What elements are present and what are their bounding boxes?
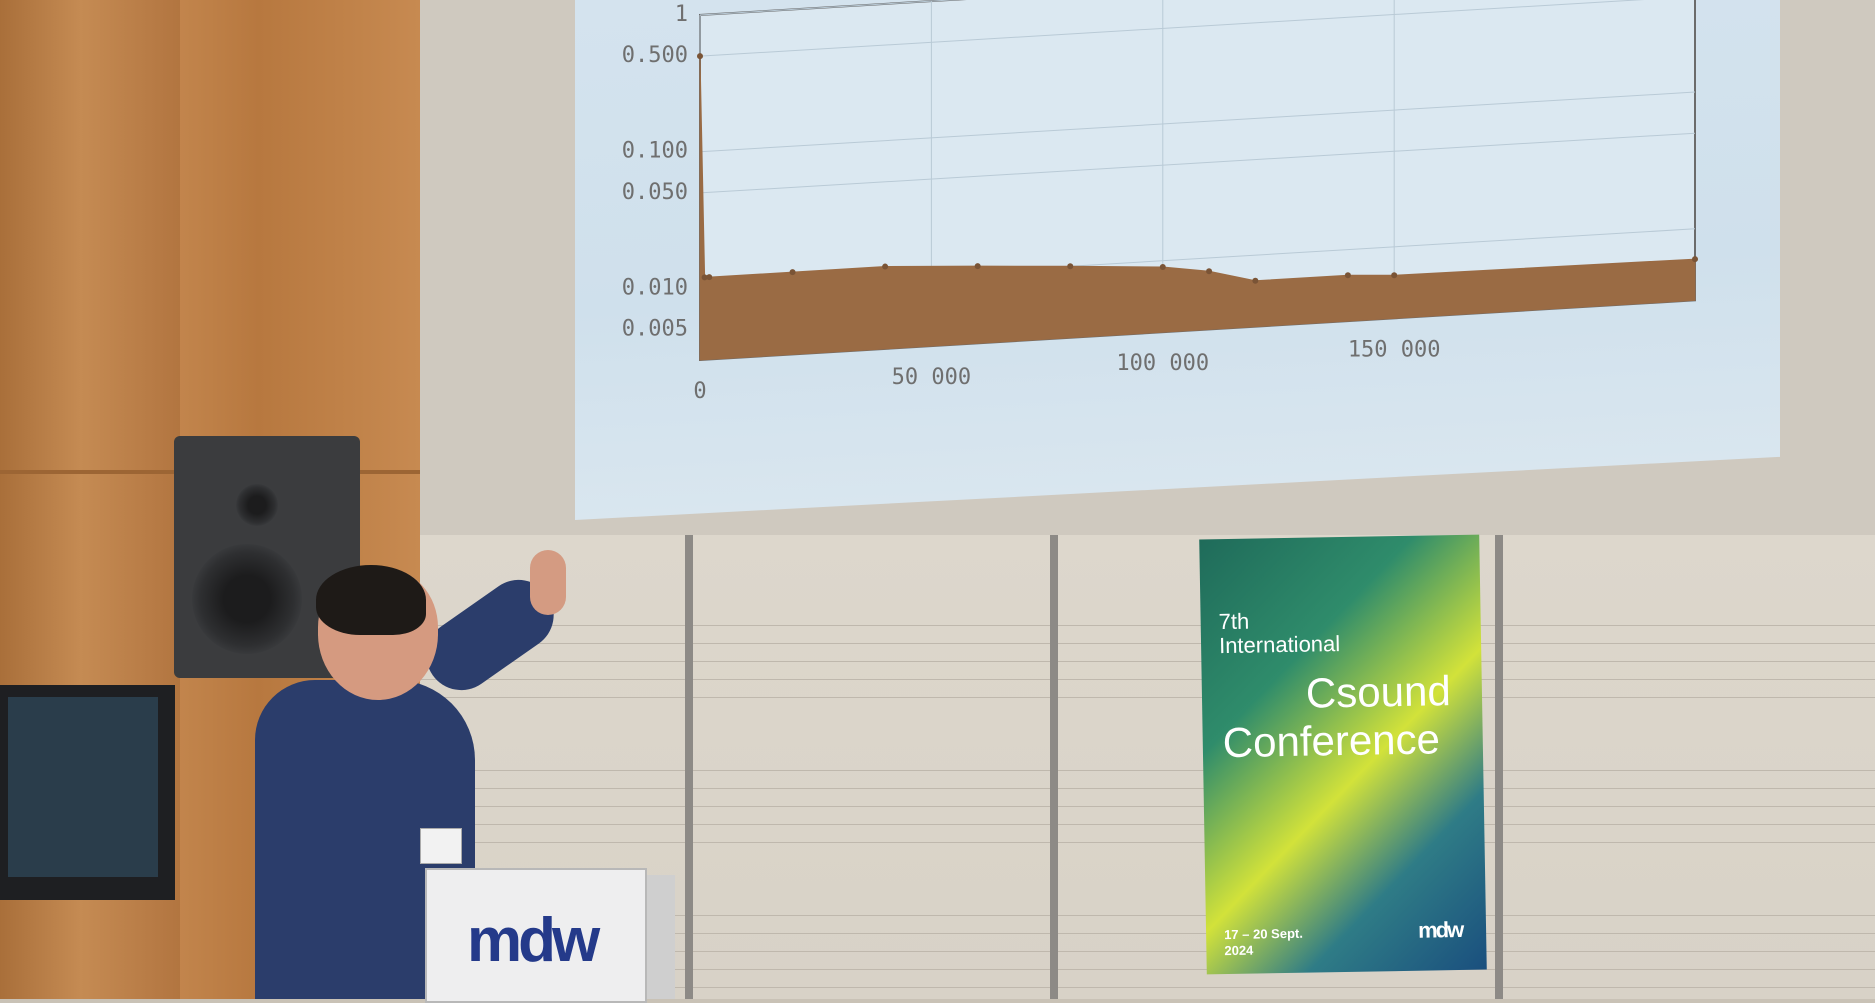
data-point [1159,263,1166,270]
data-point [697,53,703,60]
y-gridline [699,0,1645,57]
x-tick-label: 0 [693,379,706,404]
data-point [1391,272,1398,279]
y-tick-label: 0.005 [622,317,688,342]
poster-logo: mdw [1417,916,1463,943]
slide-chart: 1 0.500 0.100 0.050 0.010 0.005 0 50 000 100 000… [622,0,1698,404]
tv-monitor [0,685,175,900]
x-tick-label: 150 000 [1348,337,1441,362]
poster-dates: 17 – 20 Sept. [1223,925,1304,943]
data-point [701,274,708,281]
y-tick-label: 0.500 [622,43,688,68]
y-gridline [699,0,959,16]
data-point [706,274,713,281]
y-tick-label: 0.010 [622,275,688,300]
data-point [1252,277,1259,284]
y-tick-label: 0.050 [622,180,688,205]
presenter-hair [316,565,426,635]
data-area [699,56,1696,361]
poster-line2: Csound [1305,667,1452,717]
data-point [974,263,981,270]
y-gridline [699,132,1696,194]
y-tick-label: 0.100 [622,139,688,164]
poster-year: 2024 [1224,942,1254,959]
monitor-screen [8,697,158,877]
data-point [789,269,796,276]
name-badge [420,828,462,864]
y-gridline [699,91,1696,153]
data-point [1206,268,1213,275]
data-point [882,263,889,270]
x-tick-label: 100 000 [1116,351,1209,376]
lectern: mdw [425,868,647,1003]
y-tick-label: 1 [675,2,688,27]
conference-poster: 7th International Csound Conference 17 –… [1199,534,1487,975]
poster-line1: International [1218,631,1341,659]
presenter-hand [530,550,566,615]
poster-line3: Conference [1222,715,1441,767]
poster-edition: 7th [1218,608,1250,635]
x-tick-label: 50 000 [892,365,971,390]
data-point [1344,272,1351,279]
data-point [1067,263,1074,270]
lectern-logo: mdw [467,906,600,975]
data-point [1692,256,1698,263]
